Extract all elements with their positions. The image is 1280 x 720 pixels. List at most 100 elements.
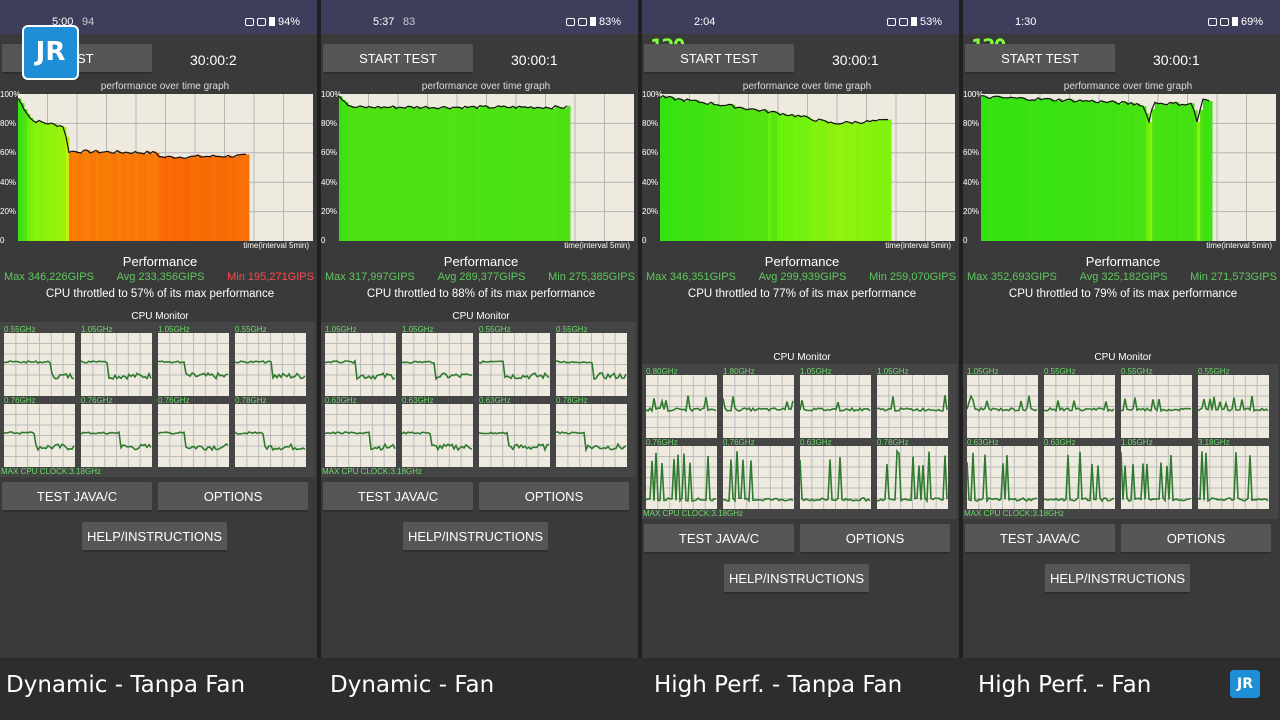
performance-bar [1065,100,1069,241]
performance-bar [663,95,667,241]
cpu-core-plot [325,404,396,467]
performance-bar [1104,101,1108,241]
cpu-monitor-grid: 0.80GHz 1.80GHz 1.05GHz 1.05GHz 0.76GHz 0.76G… [642,364,957,519]
help-instructions-button[interactable]: HELP/INSTRUCTIONS [82,522,227,552]
performance-bar [699,102,703,241]
performance-chart-svg [339,94,634,241]
options-button[interactable]: OPTIONS [158,482,308,512]
battery-icon [910,17,917,26]
performance-bar [375,108,379,241]
performance-bar [222,156,226,241]
performance-bar [78,152,82,241]
performance-bar [843,123,847,241]
cpu-core-line [967,452,1038,504]
performance-bar [1125,101,1129,241]
performance-bar [765,109,769,241]
performance-bar [534,108,538,241]
performance-bar [414,108,418,241]
performance-bar [1056,100,1060,241]
performance-bar [150,153,154,241]
test-java-c-button[interactable]: TEST JAVA/C [644,524,794,554]
performance-bar [402,107,406,241]
performance-bar [1200,110,1204,241]
options-button[interactable]: OPTIONS [479,482,629,512]
performance-bar [882,119,886,241]
performance-bar [888,119,892,241]
performance-bar [87,150,91,241]
cpu-core-cell: 0.55GHz [1198,367,1269,438]
performance-bar [675,100,679,241]
performance-bar [246,154,250,241]
performance-bar [1197,121,1201,241]
performance-bar [543,108,547,241]
cpu-core-cell: 1.05GHz [877,367,948,438]
graph-title: performance over time graph [742,81,872,92]
throttle-summary: CPU throttled to 57% of its max performa… [45,288,275,300]
cpu-core-graph [4,333,75,396]
cpu-core-graph [402,333,473,396]
cpu-core-plot [4,333,75,396]
cpu-core-cell: 0.63GHz [402,396,473,467]
cpu-core-frequency: 0.55GHz [556,325,588,334]
performance-bar [1071,99,1075,241]
performance-bar [57,126,61,241]
performance-bar [1038,97,1042,241]
performance-bar [393,106,397,241]
performance-bar [726,105,730,241]
performance-bar [1152,108,1156,241]
options-button[interactable]: OPTIONS [1121,524,1271,554]
performance-bar [528,107,532,241]
cpu-core-frequency: 0.63GHz [800,438,832,447]
performance-bar [1080,99,1084,241]
performance-bar [732,104,736,241]
test-java-c-button[interactable]: TEST JAVA/C [965,524,1115,554]
y-tick-label: 20% [642,206,659,216]
y-tick-label: 40% [642,177,659,187]
performance-bar [381,108,385,241]
performance-bar [396,108,400,241]
cpu-core-cell: 0.55GHz [479,325,550,396]
cpu-core-line [235,360,306,381]
cpu-core-frequency: 0.78GHz [877,438,909,447]
cpu-core-graph [1044,375,1115,438]
cpu-core-line [877,395,948,412]
performance-bar [153,151,157,241]
performance-bar [198,155,202,241]
cpu-core-cell: 0.63GHz [1044,438,1115,509]
performance-bar [1101,100,1105,241]
cpu-core-plot [877,375,948,438]
battery-level: 94% [277,16,300,28]
test-java-c-button[interactable]: TEST JAVA/C [2,482,152,512]
cpu-core-frequency: 0.55GHz [1198,367,1230,376]
performance-bar [564,108,568,241]
performance-bar [423,107,427,241]
performance-bar [1119,104,1123,241]
help-instructions-button[interactable]: HELP/INSTRUCTIONS [403,522,548,552]
cpu-core-line [402,431,473,452]
help-instructions-button[interactable]: HELP/INSTRUCTIONS [724,564,869,594]
cpu-core-cell: 0.55GHz [1044,367,1115,438]
performance-bar [792,114,796,241]
test-java-c-button[interactable]: TEST JAVA/C [323,482,473,512]
status-icons: 53% [886,16,942,28]
cpu-core-graph [723,375,794,438]
performance-bar [465,106,469,241]
performance-bar [1194,110,1198,241]
performance-bar [1011,97,1015,241]
start-test-button[interactable]: START TEST [644,44,794,74]
performance-bar [177,157,181,241]
help-instructions-button[interactable]: HELP/INSTRUCTIONS [1045,564,1190,594]
start-test-button[interactable]: START TEST [965,44,1115,74]
cpu-core-graph [158,333,229,396]
performance-bar [75,151,79,241]
performance-bar [384,106,388,241]
cpu-core-line [1044,451,1115,503]
performance-bar [987,97,991,241]
cpu-core-frequency: 0.55GHz [1044,367,1076,376]
options-button[interactable]: OPTIONS [800,524,950,554]
start-test-button[interactable]: START TEST [323,44,473,74]
cpu-core-plot [646,375,717,438]
performance-bar [798,115,802,241]
throttle-summary: CPU throttled to 88% of its max performa… [366,288,596,300]
cpu-core-line [877,448,948,504]
